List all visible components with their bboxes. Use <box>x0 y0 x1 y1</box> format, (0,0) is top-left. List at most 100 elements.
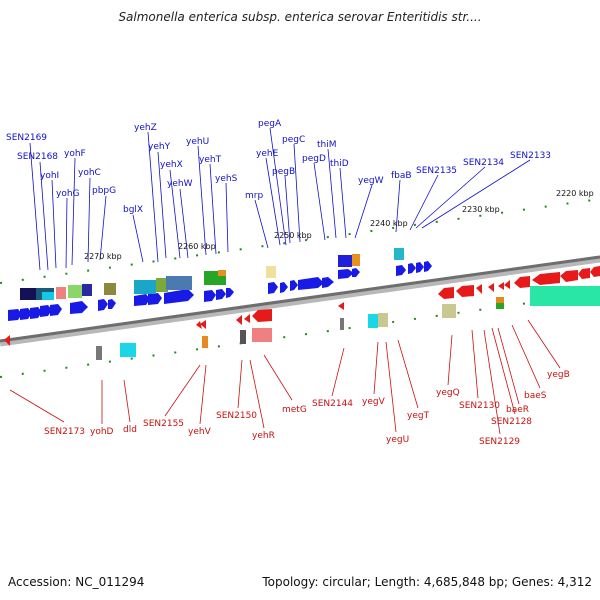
gene-block <box>96 346 102 360</box>
gene-label: yehX <box>160 160 183 170</box>
genome-summary: Topology: circular; Length: 4,685,848 bp… <box>262 575 592 589</box>
gene-arrow <box>280 282 288 293</box>
minus-strand-genes <box>4 266 600 346</box>
gene-label: yegW <box>358 176 384 186</box>
gene-label: bglX <box>123 205 143 215</box>
gene-arrow <box>98 299 108 311</box>
gene-arrow <box>476 284 482 294</box>
gene-label: fbaB <box>391 171 412 181</box>
gene-arrow <box>70 301 88 314</box>
gene-label: yohD <box>90 427 114 437</box>
genome-backbone <box>0 255 600 347</box>
gene-block <box>442 304 456 318</box>
minus-strand-blocks <box>96 286 600 360</box>
scale-label: 2270 kbp <box>84 252 122 261</box>
gene-label: yehZ <box>134 123 157 133</box>
gene-block <box>120 343 136 357</box>
gene-label: yegU <box>386 435 409 445</box>
gene-arrow <box>216 289 226 300</box>
plus-callout-lines <box>29 127 531 271</box>
gene-arrow <box>504 280 510 289</box>
gene-arrow <box>30 307 42 319</box>
gene-label: yehT <box>199 155 222 165</box>
gene-label: yohC <box>78 168 101 178</box>
gene-block <box>496 303 504 309</box>
gene-block <box>340 318 344 330</box>
plus-strand-blocks <box>20 248 404 300</box>
gene-arrow <box>498 282 504 290</box>
gene-arrow <box>408 263 416 274</box>
gene-block <box>166 276 192 290</box>
gene-label: yohF <box>64 149 86 159</box>
gene-label: SEN2168 <box>17 152 58 162</box>
gene-label: SEN2130 <box>459 401 500 411</box>
gene-label: SEN2155 <box>143 419 184 429</box>
gene-label: yohG <box>56 189 80 199</box>
gene-arrow <box>204 290 216 302</box>
gene-block <box>378 313 388 327</box>
gene-block <box>496 297 504 303</box>
gene-arrow <box>268 282 278 294</box>
gene-label: yegT <box>407 411 430 421</box>
gene-block <box>530 286 600 306</box>
gene-arrow <box>244 314 250 323</box>
gene-block <box>20 288 38 300</box>
gene-block <box>104 283 116 295</box>
gene-arrow <box>416 262 424 273</box>
gene-block <box>134 280 156 294</box>
gene-arrow <box>50 304 62 316</box>
gene-block <box>218 270 226 276</box>
scale-label: 2240 kbp <box>370 219 408 228</box>
gene-label: pegD <box>302 154 326 164</box>
scale-label: 2250 kbp <box>274 231 312 240</box>
gene-block <box>252 328 272 342</box>
gene-block <box>82 284 92 296</box>
gene-arrow <box>424 261 432 272</box>
minus-callout-lines <box>9 319 561 435</box>
gene-arrow <box>456 285 474 297</box>
gene-label: SEN2135 <box>416 166 457 176</box>
gene-label: SEN2150 <box>216 411 257 421</box>
gene-arrow <box>148 293 162 305</box>
gene-block <box>56 287 66 299</box>
gene-arrow <box>108 299 116 309</box>
gene-arrow <box>134 294 150 306</box>
gene-arrow <box>40 305 52 317</box>
gene-arrow <box>8 309 22 321</box>
gene-label: yehS <box>215 174 238 184</box>
gene-arrow <box>226 288 234 298</box>
gene-arrow <box>4 335 10 346</box>
gene-arrow <box>200 320 206 329</box>
gene-label: thiM <box>317 140 337 150</box>
gene-block <box>240 330 246 344</box>
gene-label: pbpG <box>92 186 116 196</box>
gene-label: yehE <box>256 149 279 159</box>
scale-label: 2230 kbp <box>462 205 500 214</box>
gene-arrow <box>290 280 298 291</box>
gene-label: yehU <box>186 137 209 147</box>
gene-label: SEN2169 <box>6 133 47 143</box>
scale-labels: 2270 kbp 2260 kbp 2250 kbp 2240 kbp 2230… <box>84 189 594 261</box>
gene-label: SEN2134 <box>463 158 504 168</box>
gene-block <box>338 255 352 267</box>
gene-label: yehY <box>148 142 171 152</box>
gene-block <box>202 336 208 348</box>
gene-label: pegB <box>272 167 295 177</box>
minus-gene-labels: SEN2173 yohD dld SEN2155 yehV SEN2150 ye… <box>44 370 570 447</box>
gene-arrow <box>322 277 334 288</box>
gene-label: baeS <box>524 391 547 401</box>
gene-arrow <box>560 270 578 282</box>
gene-label: SEN2144 <box>312 399 353 409</box>
gene-arrow <box>236 315 242 325</box>
gene-arrow <box>438 287 454 299</box>
gene-block <box>368 314 378 328</box>
accession-label: Accession: NC_011294 <box>8 575 145 589</box>
gene-label: SEN2128 <box>491 417 532 427</box>
gene-label: dld <box>123 425 137 435</box>
gene-label: metG <box>282 405 307 415</box>
gene-arrow <box>338 269 354 279</box>
gene-label: thiD <box>330 159 349 169</box>
gene-arrow <box>20 308 32 320</box>
gene-label: yehR <box>252 431 275 441</box>
